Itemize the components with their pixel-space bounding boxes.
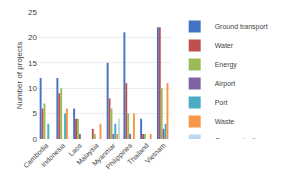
svg-text:20: 20: [28, 33, 37, 42]
svg-text:Airport: Airport: [215, 80, 236, 88]
svg-text:Waste: Waste: [215, 118, 235, 125]
svg-text:25: 25: [28, 8, 37, 17]
svg-text:Vietnam: Vietnam: [144, 142, 167, 165]
svg-text:Ground transport: Ground transport: [215, 23, 268, 31]
svg-text:Cambodia: Cambodia: [22, 142, 50, 170]
svg-text:Myanmar: Myanmar: [91, 141, 118, 168]
svg-text:Malaysia: Malaysia: [75, 142, 100, 167]
svg-text:Number of projects: Number of projects: [15, 42, 24, 110]
svg-text:Energy: Energy: [215, 61, 238, 69]
svg-text:5: 5: [33, 109, 38, 118]
svg-text:Communications: Communications: [215, 137, 268, 139]
svg-text:10: 10: [28, 84, 37, 93]
svg-text:Laos: Laos: [67, 141, 83, 157]
svg-text:Philippines: Philippines: [104, 141, 134, 171]
svg-text:Indonesia: Indonesia: [40, 142, 66, 168]
svg-text:Thailand: Thailand: [126, 142, 150, 166]
svg-text:15: 15: [28, 59, 37, 68]
svg-text:Water: Water: [215, 42, 234, 49]
svg-text:0: 0: [33, 135, 38, 144]
svg-text:Port: Port: [215, 99, 228, 106]
